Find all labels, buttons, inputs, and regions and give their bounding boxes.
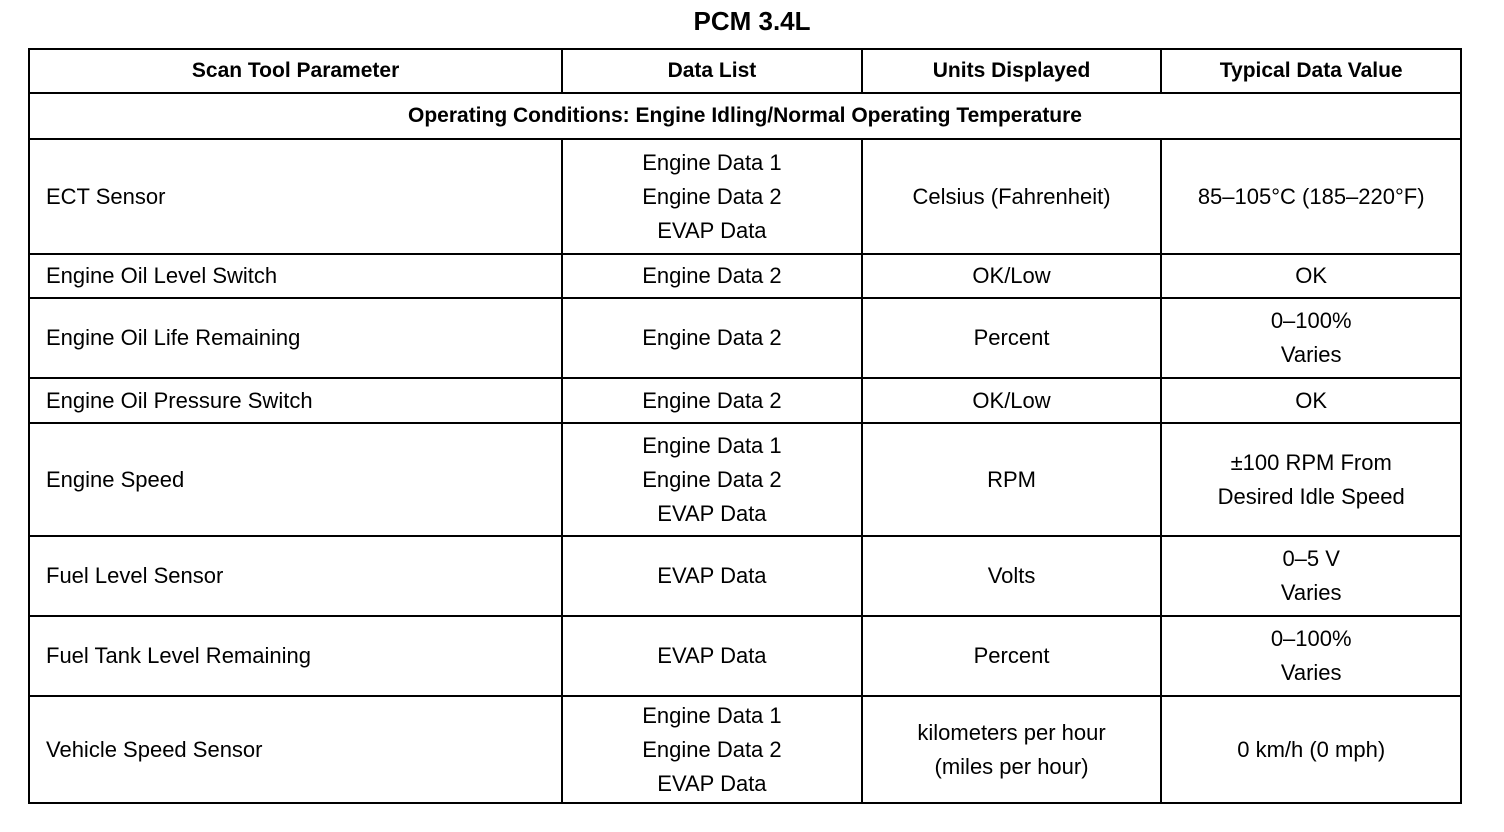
units-cell: OK/Low	[860, 253, 1163, 299]
data-list-cell-line: Engine Data 2	[642, 183, 782, 209]
table-row: Fuel Level Sensor EVAP Data Volts 0–5 V Vari…	[27, 535, 1462, 617]
data-list-cell: Engine Data 2	[561, 297, 863, 379]
data-list-cell-line: EVAP Data	[657, 500, 767, 526]
units-cell-line: (miles per hour)	[934, 753, 1089, 779]
data-list-cell-line: EVAP Data	[657, 770, 767, 796]
parameter-cell: Vehicle Speed Sensor	[27, 695, 564, 804]
typical-value-cell: 0–100% Varies	[1160, 297, 1462, 379]
table-row: Engine Oil Pressure Switch Engine Data 2 O…	[27, 377, 1462, 424]
data-list-cell-line: Engine Data 2	[642, 466, 782, 492]
units-cell-line: kilometers per hour	[917, 719, 1106, 745]
units-cell-line: Percent	[973, 643, 1050, 668]
parameter-cell: Engine Oil Pressure Switch	[27, 377, 564, 424]
parameter-cell: Engine Oil Level Switch	[27, 253, 564, 299]
data-list-cell: EVAP Data	[561, 615, 863, 697]
typical-value-cell: 0–100% Varies	[1160, 615, 1462, 697]
data-list-cell-line: EVAP Data	[657, 643, 767, 668]
data-list-cell: Engine Data 1 Engine Data 2 EVAP Data	[561, 422, 863, 537]
data-list-cell: Engine Data 2	[561, 253, 863, 299]
data-list-cell-line: Engine Data 1	[642, 432, 782, 458]
table-row: ECT Sensor Engine Data 1 Engine Data 2 EVAP…	[27, 138, 1462, 255]
data-list-cell-line: EVAP Data	[657, 563, 767, 588]
data-list-cell-line: Engine Data 2	[642, 325, 782, 350]
typical-value-cell-line: ±100 RPM From	[1230, 449, 1392, 475]
section-heading: Operating Conditions: Engine Idling/Norm…	[28, 92, 1462, 140]
typical-value-cell-line: 0–5 V	[1282, 546, 1340, 571]
column-header: Data List	[561, 48, 863, 94]
data-list-cell-line: Engine Data 2	[642, 736, 782, 762]
typical-value-cell: ±100 RPM From Desired Idle Speed	[1160, 422, 1462, 537]
units-cell-line: OK/Low	[972, 263, 1051, 288]
typical-value-cell: 0 km/h (0 mph)	[1160, 695, 1462, 804]
data-list-cell-line: EVAP Data	[657, 217, 767, 243]
typical-value-cell-line: 0–100%	[1270, 626, 1352, 651]
table-row: Engine Oil Life Remaining Engine Data 2 Pe…	[27, 297, 1462, 379]
typical-value-cell-line: OK	[1295, 387, 1328, 413]
typical-value-cell: OK	[1160, 253, 1462, 299]
page-title: PCM 3.4L	[693, 6, 811, 36]
section-row: Operating Conditions: Engine Idling/Norm…	[28, 92, 1462, 140]
parameter-cell: Fuel Tank Level Remaining	[27, 615, 564, 697]
table-row: Engine Speed Engine Data 1 Engine Data 2 EV…	[27, 422, 1462, 537]
units-cell-line: Volts	[987, 563, 1036, 588]
data-list-cell: Engine Data 1 Engine Data 2 EVAP Data	[561, 138, 863, 255]
table-row: Vehicle Speed Sensor Engine Data 1 Engine …	[27, 695, 1462, 804]
parameter-cell: ECT Sensor	[27, 138, 564, 255]
table-row: Fuel Tank Level Remaining EVAP Data Percen…	[27, 615, 1462, 697]
header-row: Scan Tool Parameter Data List Units Disp…	[27, 48, 1462, 94]
units-cell-line: RPM	[987, 466, 1036, 492]
data-list-cell: Engine Data 2	[561, 377, 863, 424]
typical-value-cell-line: Desired Idle Speed	[1217, 483, 1405, 509]
units-cell: RPM	[860, 422, 1163, 537]
parameter-cell: Engine Speed	[27, 422, 564, 537]
typical-value-cell-line: OK	[1295, 263, 1328, 288]
typical-value-cell: 85–105°C (185–220°F)	[1160, 138, 1462, 255]
parameter-cell: Fuel Level Sensor	[27, 535, 564, 617]
units-cell-line: Percent	[973, 325, 1050, 350]
column-header: Scan Tool Parameter	[27, 48, 564, 94]
data-list-cell-line: Engine Data 1	[642, 702, 782, 728]
parameter-cell: Engine Oil Life Remaining	[27, 297, 564, 379]
units-cell: kilometers per hour (miles per hour)	[860, 695, 1163, 804]
typical-value-cell: 0–5 V Varies	[1160, 535, 1462, 617]
units-cell: Percent	[860, 615, 1163, 697]
typical-value-cell-line: 0–100%	[1270, 308, 1352, 333]
units-cell: Celsius (Fahrenheit)	[860, 138, 1163, 255]
typical-value-cell-line: Varies	[1280, 342, 1342, 367]
data-list-cell: Engine Data 1 Engine Data 2 EVAP Data	[561, 695, 863, 804]
units-cell: Percent	[860, 297, 1163, 379]
typical-value-cell-line: 0 km/h (0 mph)	[1237, 736, 1386, 762]
data-list-cell-line: Engine Data 2	[642, 263, 782, 288]
table-row: Engine Oil Level Switch Engine Data 2 OK/L…	[27, 253, 1462, 299]
units-cell: Volts	[860, 535, 1163, 617]
units-cell-line: OK/Low	[972, 387, 1051, 413]
typical-value-cell-line: 85–105°C (185–220°F)	[1197, 183, 1425, 209]
column-header: Typical Data Value	[1160, 48, 1462, 94]
units-cell-line: Celsius (Fahrenheit)	[912, 183, 1111, 209]
data-list-cell-line: Engine Data 1	[642, 149, 782, 175]
typical-value-cell-line: Varies	[1280, 660, 1342, 685]
typical-value-cell: OK	[1160, 377, 1462, 424]
scan-tool-data-table: Scan Tool Parameter Data List Units Disp…	[27, 48, 1462, 804]
data-list-cell: EVAP Data	[561, 535, 863, 617]
column-header: Units Displayed	[860, 48, 1163, 94]
typical-value-cell-line: Varies	[1280, 580, 1342, 605]
data-list-cell-line: Engine Data 2	[642, 387, 782, 413]
units-cell: OK/Low	[860, 377, 1163, 424]
